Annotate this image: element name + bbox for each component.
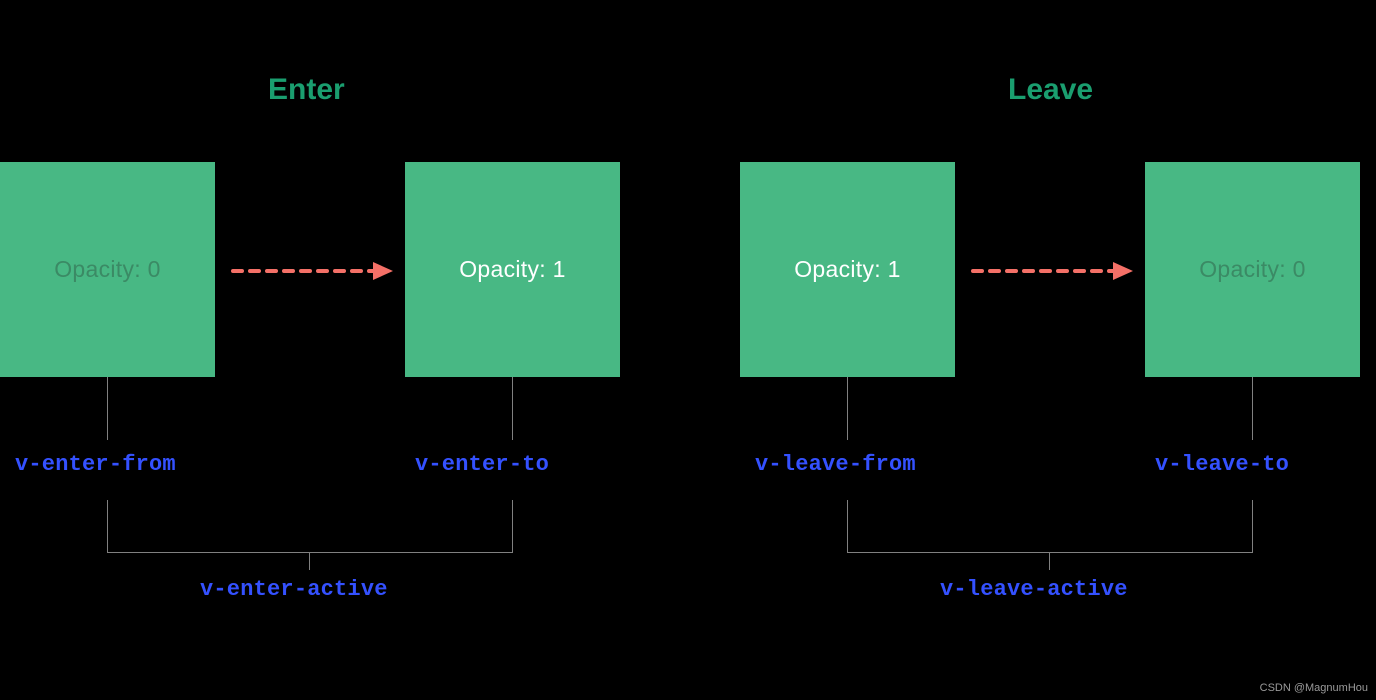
enter-to-box-text: Opacity: 1: [459, 256, 566, 283]
enter-arrow: [225, 258, 400, 284]
enter-bracket-left: [107, 500, 108, 552]
enter-active-stem: [309, 552, 310, 570]
enter-from-box: Opacity: 0: [0, 162, 215, 377]
enter-title: Enter: [268, 73, 345, 107]
leave-to-stem: [1252, 377, 1253, 440]
leave-bracket-bottom: [847, 552, 1253, 553]
leave-to-box-text: Opacity: 0: [1199, 256, 1306, 283]
leave-arrow: [965, 258, 1140, 284]
leave-from-label: v-leave-from: [755, 452, 916, 477]
leave-to-label: v-leave-to: [1155, 452, 1289, 477]
enter-from-label: v-enter-from: [15, 452, 176, 477]
leave-to-box: Opacity: 0: [1145, 162, 1360, 377]
leave-active-label: v-leave-active: [940, 577, 1128, 602]
watermark: CSDN @MagnumHou: [1260, 682, 1368, 694]
leave-active-stem: [1049, 552, 1050, 570]
enter-bracket-right: [512, 500, 513, 552]
enter-bracket-bottom: [107, 552, 513, 553]
enter-to-box: Opacity: 1: [405, 162, 620, 377]
leave-title: Leave: [1008, 73, 1093, 107]
enter-active-label: v-enter-active: [200, 577, 388, 602]
enter-to-stem: [512, 377, 513, 440]
enter-from-stem: [107, 377, 108, 440]
transition-diagram: Enter Opacity: 0 Opacity: 1 v-enter-from…: [0, 0, 1376, 700]
leave-from-stem: [847, 377, 848, 440]
enter-from-box-text: Opacity: 0: [54, 256, 161, 283]
leave-bracket-right: [1252, 500, 1253, 552]
enter-to-label: v-enter-to: [415, 452, 549, 477]
leave-from-box-text: Opacity: 1: [794, 256, 901, 283]
leave-from-box: Opacity: 1: [740, 162, 955, 377]
leave-bracket-left: [847, 500, 848, 552]
